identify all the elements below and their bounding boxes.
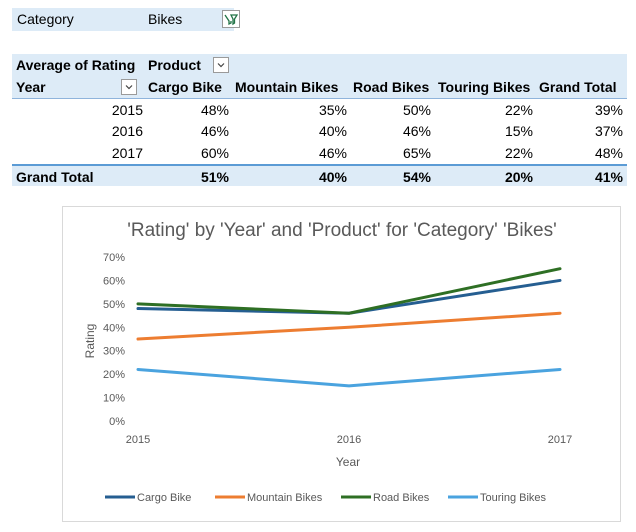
legend-item[interactable]: Cargo Bike	[105, 492, 191, 504]
report-filter: Category Bikes	[12, 8, 240, 31]
value-cell: 60%	[200, 145, 229, 161]
chevron-down-icon	[217, 63, 225, 68]
table-row: 2016 46% 40% 46% 15% 37%	[12, 120, 627, 142]
series-line-cargo-bike[interactable]	[136, 278, 562, 315]
value-cell: 40%	[318, 123, 347, 139]
grand-total-cell: 20%	[504, 169, 533, 185]
legend-item[interactable]: Touring Bikes	[448, 492, 547, 504]
product-filter-dropdown[interactable]	[213, 57, 229, 73]
x-axis-title: Year	[336, 455, 360, 469]
y-tick-label: 40%	[103, 322, 125, 334]
y-tick-label: 60%	[103, 275, 125, 287]
funnel-icon	[224, 14, 238, 26]
line-chart[interactable]: 'Rating' by 'Year' and 'Product' for 'Ca…	[62, 206, 621, 522]
y-tick-label: 0%	[109, 416, 125, 428]
x-tick-label: 2015	[126, 434, 150, 446]
legend-label: Touring Bikes	[480, 492, 547, 504]
value-cell: 65%	[402, 145, 431, 161]
grand-total-row: Grand Total 51% 40% 54% 20% 41%	[12, 164, 627, 186]
column-header-road-bikes: Road Bikes	[353, 79, 430, 95]
value-cell: 37%	[594, 123, 623, 139]
filter-label: Category	[17, 11, 74, 27]
value-cell: 46%	[402, 123, 431, 139]
legend-item[interactable]: Road Bikes	[341, 492, 430, 504]
value-cell: 22%	[504, 145, 533, 161]
y-tick-label: 70%	[103, 252, 125, 264]
value-cell: 46%	[318, 145, 347, 161]
chart-canvas: 'Rating' by 'Year' and 'Product' for 'Ca…	[83, 220, 572, 504]
legend-item[interactable]: Mountain Bikes	[215, 492, 323, 504]
row-label-year: 2015	[111, 102, 143, 118]
year-filter-dropdown[interactable]	[121, 79, 137, 95]
value-cell: 48%	[594, 145, 623, 161]
legend-label: Cargo Bike	[137, 492, 191, 504]
pivot-header-row-2: Year Cargo Bike Mountain Bikes Road Bike…	[12, 76, 627, 98]
grand-total-cell: 41%	[594, 169, 623, 185]
column-header-mountain-bikes: Mountain Bikes	[235, 79, 339, 95]
grand-total-label: Grand Total	[16, 169, 94, 185]
chart-title: 'Rating' by 'Year' and 'Product' for 'Ca…	[127, 220, 557, 241]
legend-label: Road Bikes	[373, 492, 430, 504]
row-label-year: 2016	[111, 123, 143, 139]
y-tick-label: 50%	[103, 299, 125, 311]
row-label-year: 2017	[111, 145, 143, 161]
table-row: 2015 48% 35% 50% 22% 39%	[12, 98, 627, 120]
value-cell: 15%	[504, 123, 533, 139]
y-tick-label: 20%	[103, 369, 125, 381]
x-tick-label: 2017	[548, 434, 572, 446]
x-tick-label: 2016	[337, 434, 361, 446]
y-tick-label: 30%	[103, 346, 125, 358]
value-cell: 48%	[200, 102, 229, 118]
column-header-touring-bikes: Touring Bikes	[438, 79, 531, 95]
series-line-road-bikes[interactable]	[136, 267, 562, 315]
value-cell: 46%	[200, 123, 229, 139]
pivot-header-row-1: Average of Rating Product	[12, 54, 627, 76]
value-cell: 22%	[504, 102, 533, 118]
grand-total-cell: 54%	[402, 169, 431, 185]
column-header-grand-total: Grand Total	[539, 79, 617, 95]
value-cell: 35%	[318, 102, 347, 118]
filter-applied-button[interactable]	[222, 10, 240, 28]
series-line-touring-bikes[interactable]	[136, 367, 562, 388]
column-header-cargo-bike: Cargo Bike	[148, 79, 222, 95]
chevron-down-icon	[125, 85, 133, 90]
y-tick-label: 10%	[103, 393, 125, 405]
value-cell: 39%	[594, 102, 623, 118]
value-cell: 50%	[402, 102, 431, 118]
grand-total-cell: 40%	[318, 169, 347, 185]
legend-label: Mountain Bikes	[247, 492, 323, 504]
y-axis-title: Rating	[83, 324, 97, 359]
pivot-value-title: Average of Rating	[16, 57, 136, 73]
column-field-label: Product	[148, 57, 201, 73]
series-line-mountain-bikes[interactable]	[136, 311, 562, 341]
grand-total-cell: 51%	[200, 169, 229, 185]
pivot-table: Average of Rating Product Year Cargo Bik…	[12, 54, 627, 186]
filter-value: Bikes	[148, 11, 183, 27]
row-field-label: Year	[16, 79, 46, 95]
table-row: 2017 60% 46% 65% 22% 48%	[12, 142, 627, 164]
